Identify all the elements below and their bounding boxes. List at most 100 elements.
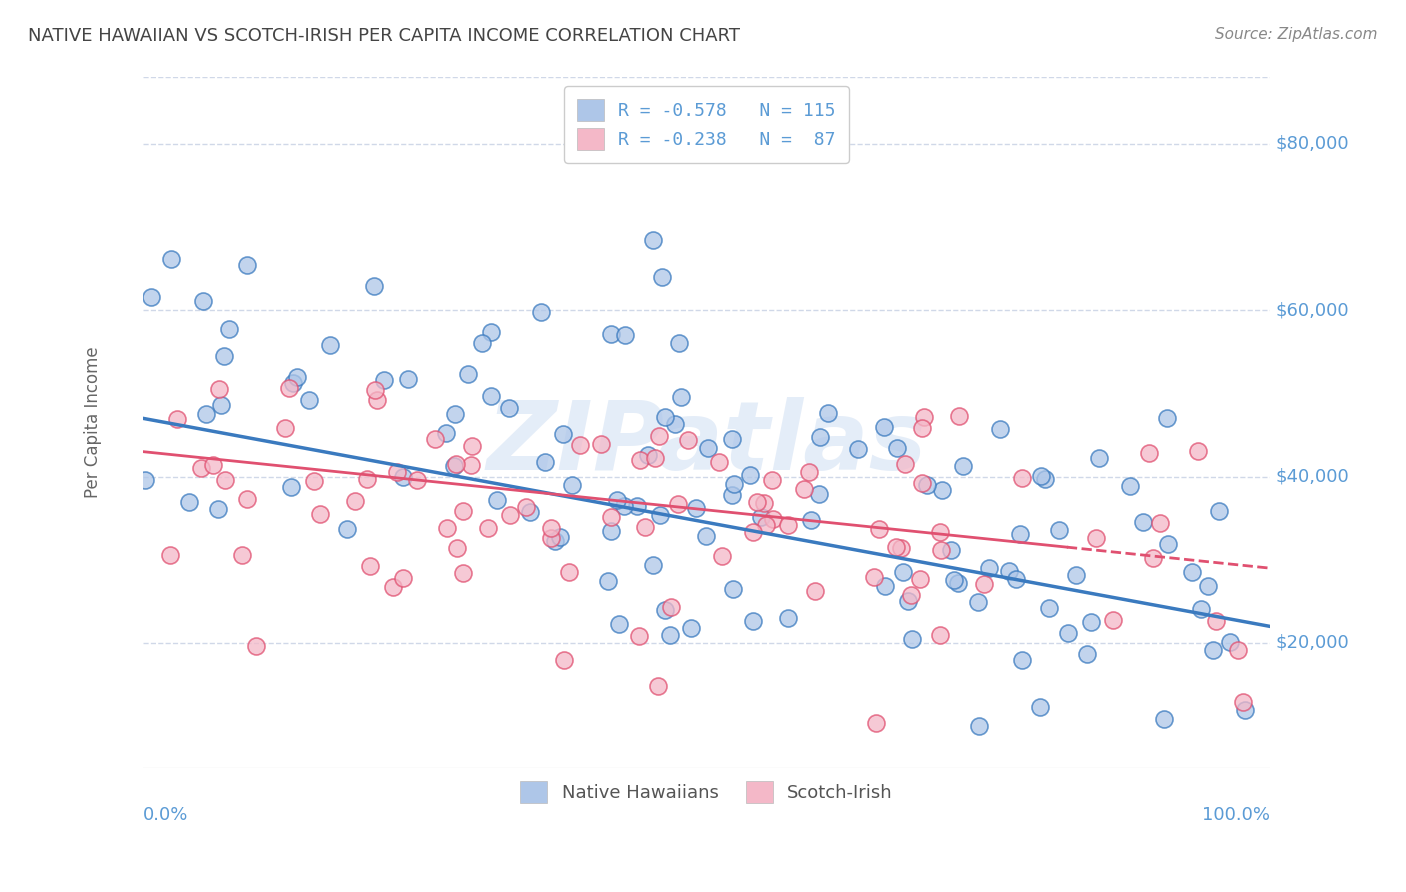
Point — [939, 543, 962, 558]
Point — [1149, 516, 1171, 530]
Text: 100.0%: 100.0% — [1202, 805, 1270, 823]
Point — [356, 472, 378, 486]
Point — [797, 465, 820, 479]
Point — [644, 451, 666, 466]
Point — [875, 579, 897, 593]
Point — [884, 540, 907, 554]
Point — [366, 392, 388, 407]
Point — [1137, 446, 1160, 460]
Point — [471, 335, 494, 350]
Point — [280, 480, 302, 494]
Point — [637, 448, 659, 462]
Point — [1142, 551, 1164, 566]
Point — [391, 469, 413, 483]
Point — [201, 458, 224, 472]
Point — [1029, 699, 1052, 714]
Point — [499, 508, 522, 523]
Point — [141, 290, 163, 304]
Point — [405, 473, 427, 487]
Point — [1197, 579, 1219, 593]
Point — [1038, 601, 1060, 615]
Point — [382, 580, 405, 594]
Point — [942, 573, 965, 587]
Point — [498, 401, 520, 415]
Point — [193, 294, 215, 309]
Point — [901, 632, 924, 647]
Point — [207, 501, 229, 516]
Point — [209, 398, 232, 412]
Point — [988, 422, 1011, 436]
Legend: Native Hawaiians, Scotch-Irish: Native Hawaiians, Scotch-Irish — [506, 766, 907, 817]
Point — [607, 617, 630, 632]
Point — [479, 389, 502, 403]
Point — [1101, 613, 1123, 627]
Point — [218, 322, 240, 336]
Point — [912, 409, 935, 424]
Point — [485, 493, 508, 508]
Text: $20,000: $20,000 — [1275, 634, 1348, 652]
Point — [534, 455, 557, 469]
Text: $80,000: $80,000 — [1275, 135, 1348, 153]
Point — [973, 577, 995, 591]
Point — [893, 566, 915, 580]
Point — [319, 337, 342, 351]
Point — [685, 501, 707, 516]
Point — [668, 335, 690, 350]
Point — [343, 493, 366, 508]
Point — [647, 679, 669, 693]
Point — [457, 367, 479, 381]
Point — [948, 409, 970, 423]
Point — [865, 716, 887, 731]
Point — [643, 233, 665, 247]
Point — [236, 258, 259, 272]
Text: $40,000: $40,000 — [1275, 467, 1348, 485]
Point — [283, 376, 305, 390]
Point — [553, 653, 575, 667]
Point — [1132, 515, 1154, 529]
Point — [908, 572, 931, 586]
Point — [1076, 647, 1098, 661]
Point — [1011, 653, 1033, 667]
Point — [231, 548, 253, 562]
Point — [650, 508, 672, 523]
Point — [761, 474, 783, 488]
Point — [373, 373, 395, 387]
Point — [1011, 471, 1033, 485]
Point — [707, 455, 730, 469]
Point — [1033, 472, 1056, 486]
Point — [396, 372, 419, 386]
Point — [929, 543, 952, 558]
Point — [179, 495, 201, 509]
Point — [723, 477, 745, 491]
Point — [515, 500, 537, 515]
Point — [606, 492, 628, 507]
Point — [544, 534, 567, 549]
Point — [894, 457, 917, 471]
Point — [1232, 695, 1254, 709]
Point — [298, 392, 321, 407]
Point — [846, 442, 869, 457]
Point — [335, 522, 357, 536]
Point — [443, 407, 465, 421]
Text: 0.0%: 0.0% — [143, 805, 188, 823]
Point — [599, 524, 621, 538]
Point — [659, 628, 682, 642]
Point — [540, 521, 562, 535]
Point — [208, 382, 231, 396]
Point — [540, 531, 562, 545]
Point — [1156, 410, 1178, 425]
Point — [654, 603, 676, 617]
Point — [745, 495, 768, 509]
Point — [278, 381, 301, 395]
Point — [998, 564, 1021, 578]
Point — [1080, 615, 1102, 629]
Point — [626, 500, 648, 514]
Point — [392, 571, 415, 585]
Point — [614, 327, 637, 342]
Point — [451, 504, 474, 518]
Point — [443, 458, 465, 473]
Point — [1008, 527, 1031, 541]
Point — [274, 420, 297, 434]
Point — [1189, 602, 1212, 616]
Point — [628, 629, 651, 643]
